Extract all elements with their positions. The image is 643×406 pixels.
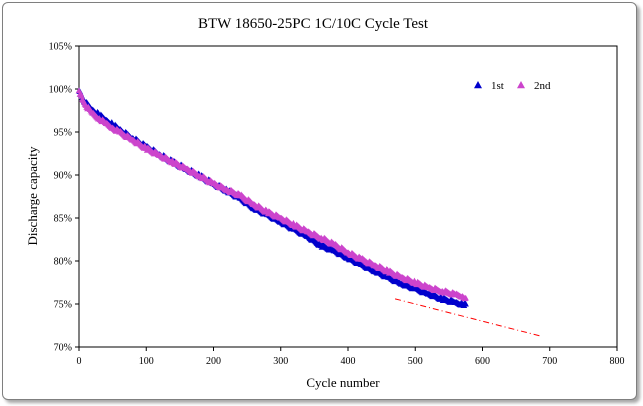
chart-title: BTW 18650-25PC 1C/10C Cycle Test <box>198 16 429 32</box>
legend-marker-2nd <box>517 81 525 89</box>
x-tick-label: 700 <box>542 356 557 367</box>
x-tick-label: 500 <box>408 356 423 367</box>
y-tick-label: 85% <box>54 214 72 225</box>
y-tick-label: 100% <box>49 85 72 96</box>
x-tick-label: 600 <box>475 356 490 367</box>
x-tick-label: 0 <box>77 356 82 367</box>
legend: 1st 2nd <box>474 80 551 92</box>
y-tick-label: 75% <box>54 300 72 311</box>
x-axis-label: Cycle number <box>306 375 380 390</box>
y-tick-label: 105% <box>49 42 72 53</box>
data-point <box>462 300 469 307</box>
series-2nd <box>75 87 469 302</box>
x-tick-label: 400 <box>341 356 356 367</box>
plot-area: 70% 75% 80% 85% 90% 95% 100% 105% 0 100 200 300 400 5… <box>49 42 625 368</box>
x-tick-label: 100 <box>139 356 154 367</box>
data-point <box>462 294 469 301</box>
y-tick-label: 70% <box>54 343 72 354</box>
legend-label-1st: 1st <box>491 80 504 92</box>
chart-frame <box>2 2 637 400</box>
y-tick-label: 95% <box>54 128 72 139</box>
y-tick-label: 80% <box>54 257 72 268</box>
legend-label-2nd: 2nd <box>534 80 551 92</box>
x-tick-label: 300 <box>273 356 288 367</box>
y-tick-label: 90% <box>54 171 72 182</box>
x-tick-label: 800 <box>610 356 625 367</box>
legend-marker-1st <box>474 81 482 89</box>
x-tick-label: 200 <box>206 356 221 367</box>
trend-line <box>394 298 540 337</box>
y-axis-label: Discharge capacity <box>25 146 40 246</box>
data-point <box>78 92 85 99</box>
series-1st <box>75 87 469 308</box>
